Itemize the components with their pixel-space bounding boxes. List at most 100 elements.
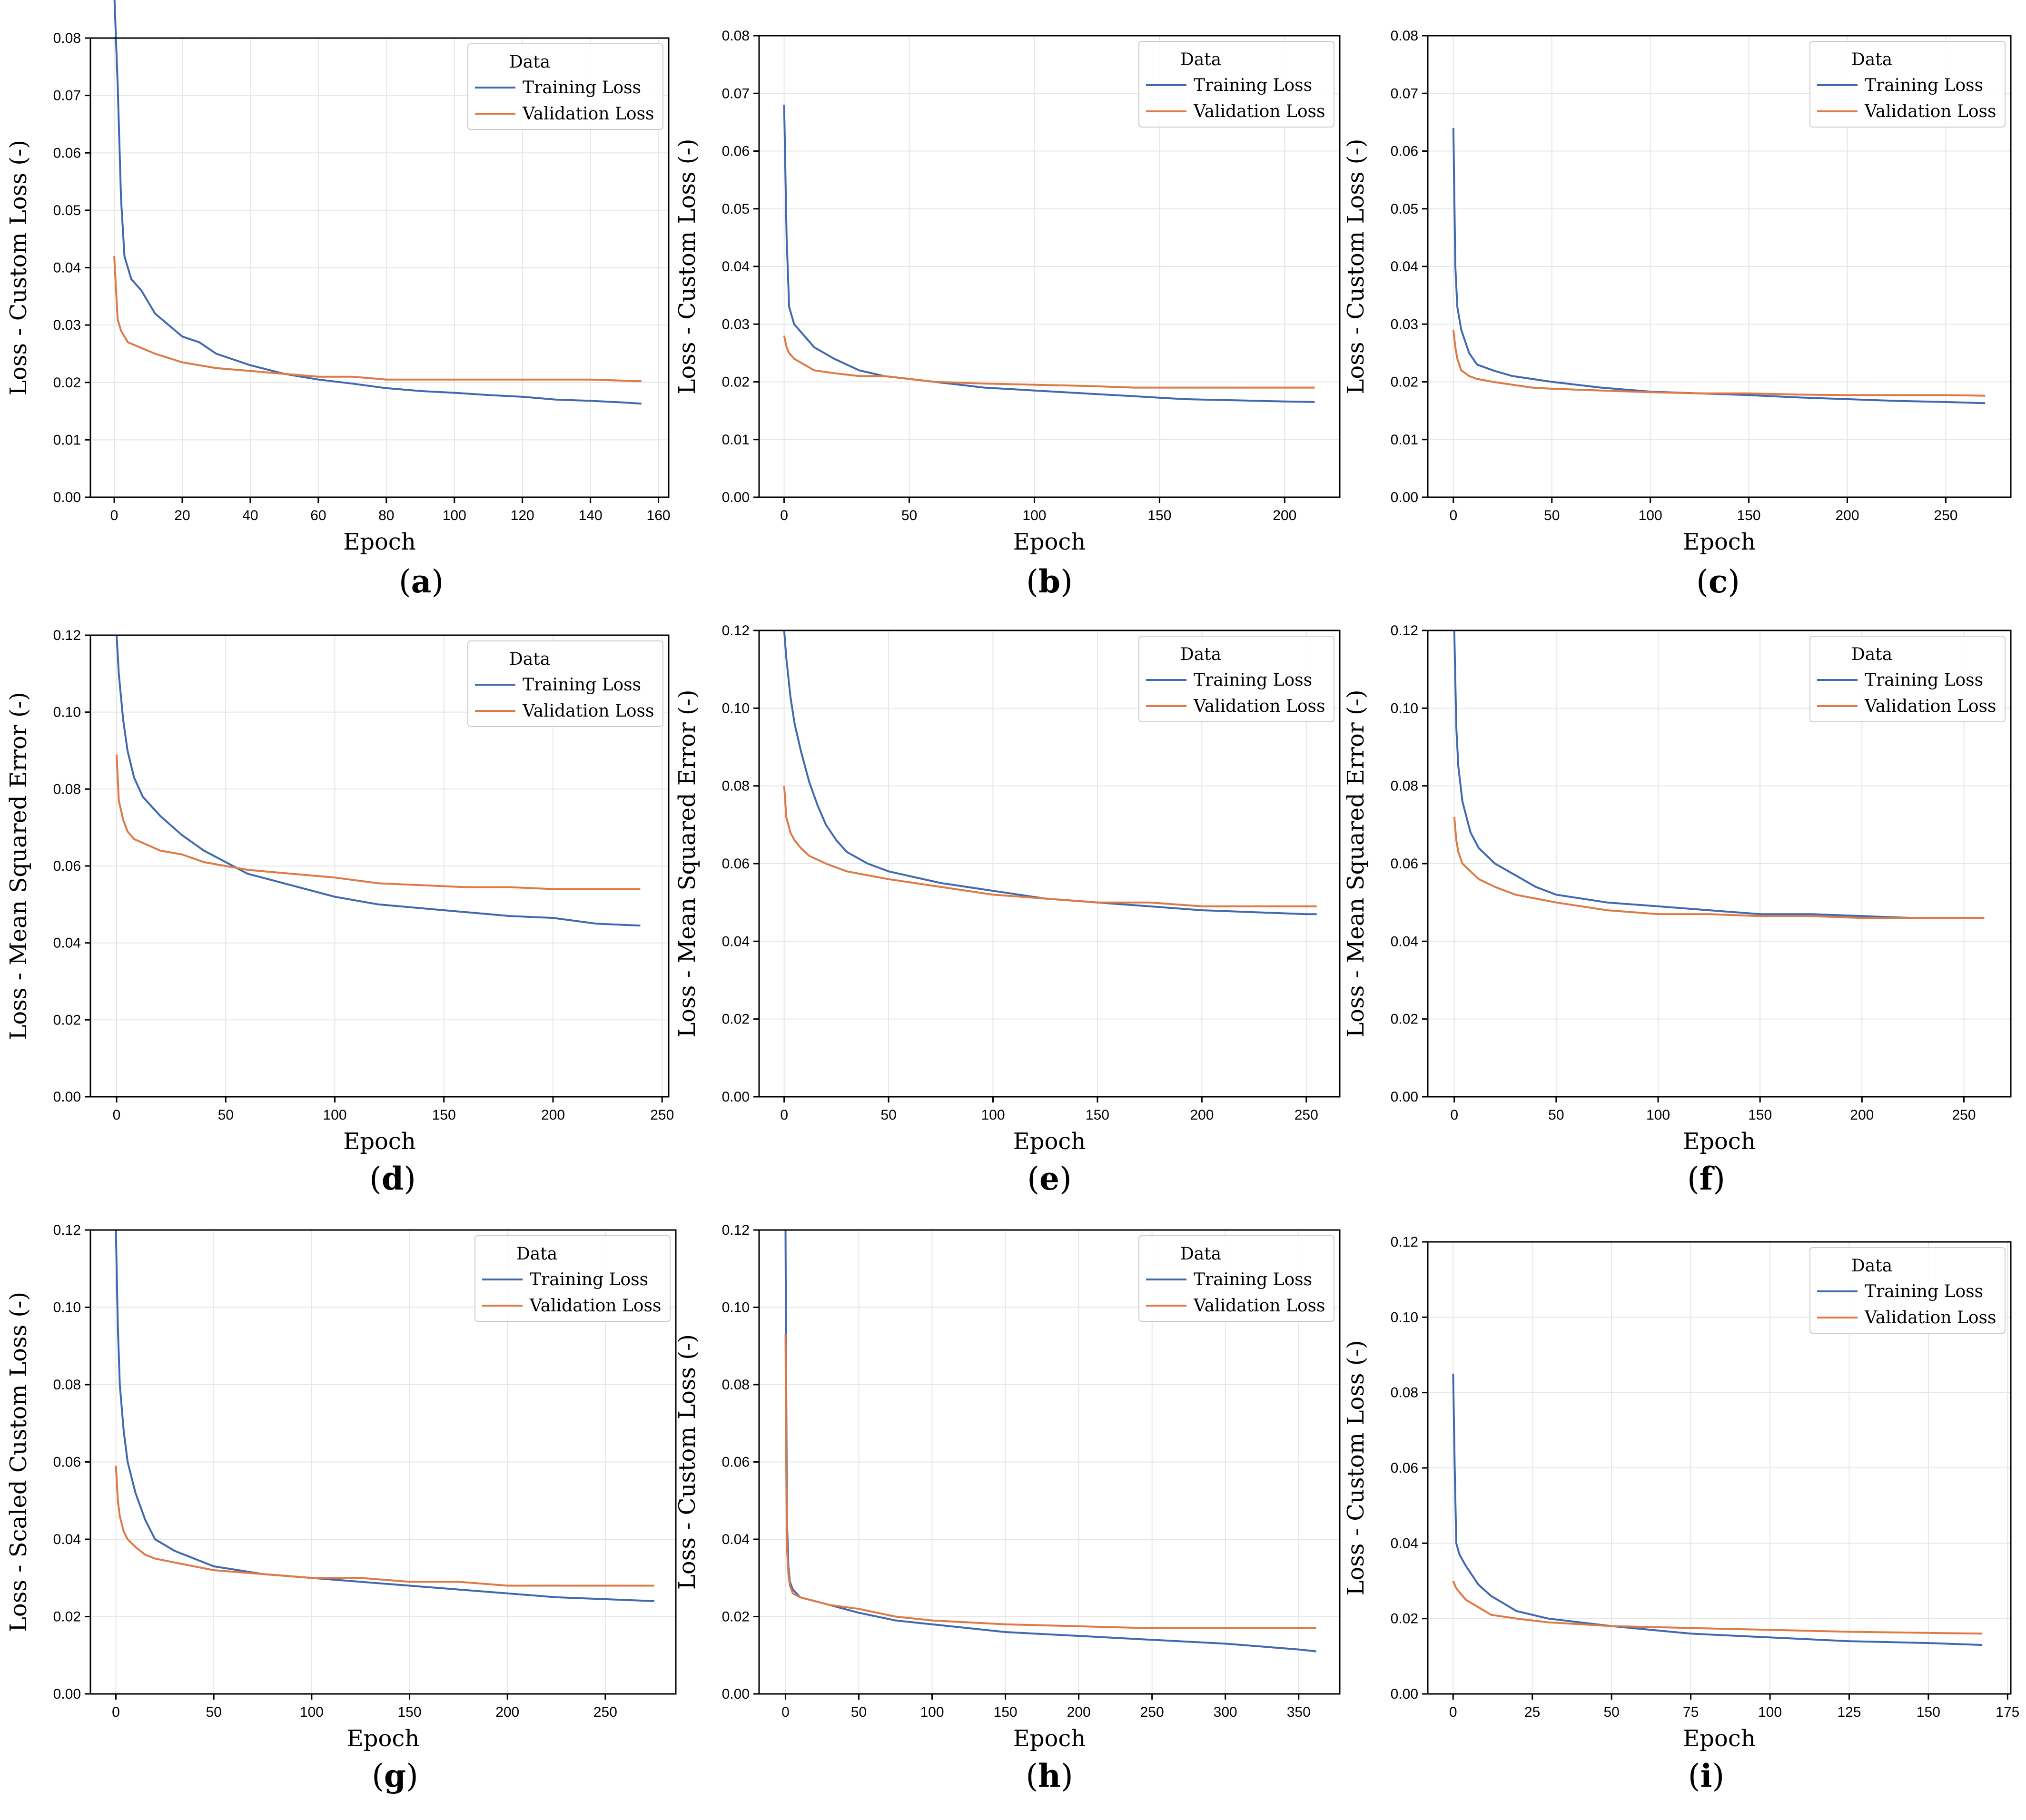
y-tick-label: 0.01 (722, 432, 750, 448)
x-axis-label: Epoch (1013, 1725, 1086, 1752)
y-tick-label: 0.00 (1391, 1686, 1418, 1702)
x-tick-label: 125 (1837, 1704, 1861, 1720)
legend-entry: Training Loss (523, 675, 641, 695)
y-tick-label: 0.08 (1391, 1385, 1418, 1401)
y-tick-label: 0.04 (1391, 934, 1418, 949)
x-tick-label: 150 (1086, 1107, 1109, 1123)
y-tick-label: 0.10 (53, 705, 81, 720)
x-tick-label: 50 (901, 508, 917, 523)
x-tick-label: 150 (1748, 1107, 1772, 1123)
legend-box (1809, 41, 2006, 128)
legend-title: Data (1851, 1256, 1892, 1276)
y-tick-label: 0.07 (722, 86, 750, 101)
legend-entry: Training Loss (1865, 670, 1983, 690)
legend-title: Data (1180, 1244, 1221, 1264)
legend-box (1809, 1247, 2006, 1334)
plot-frame (1427, 1241, 2012, 1695)
y-tick-label: 0.02 (722, 1012, 750, 1027)
y-axis-label: Loss - Custom Loss (-) (1343, 1340, 1369, 1596)
y-axis-label: Loss - Mean Squared Error (-) (674, 689, 701, 1037)
x-tick-label: 250 (1934, 508, 1957, 523)
chart-panel-a: 0 20 40 60 80 100 120 140 160 0.00 0.01 0.02 0.03 0.0… (5, 0, 671, 600)
panel-caption: (a) (399, 563, 444, 600)
x-tick-label: 200 (495, 1704, 519, 1720)
x-tick-label: 100 (1758, 1704, 1782, 1720)
legend-box (467, 43, 663, 130)
x-tick-label: 0 (1450, 1107, 1458, 1123)
legend: Data Training Loss Validation Loss (1138, 1235, 1334, 1322)
legend: Data Training Loss Validation Loss (467, 43, 663, 130)
x-axis-label: Epoch (1683, 1128, 1755, 1155)
x-axis-label: Epoch (343, 529, 415, 555)
legend: Data Training Loss Validation Loss (1809, 636, 2006, 722)
y-axis-label: Loss - Custom Loss (-) (674, 139, 701, 394)
x-tick-label: 250 (650, 1107, 674, 1123)
plot-frame (89, 1229, 677, 1695)
x-axis-label: Epoch (1013, 1128, 1086, 1155)
x-tick-label: 75 (1683, 1704, 1699, 1720)
x-tick-label: 200 (1190, 1107, 1214, 1123)
x-tick-label: 20 (174, 508, 190, 523)
y-tick-label: 0.10 (722, 1300, 750, 1316)
legend-title: Data (1851, 50, 1892, 69)
legend-entry: Training Loss (530, 1270, 648, 1289)
panel-caption-letter: c (1709, 563, 1728, 600)
y-tick-label: 0.05 (1391, 201, 1418, 217)
y-tick-label: 0.04 (722, 1532, 750, 1547)
x-tick-label: 0 (110, 508, 119, 523)
y-tick-label: 0.00 (53, 1686, 81, 1702)
series-line-validation-loss (1452, 330, 1986, 397)
y-tick-label: 0.04 (722, 934, 750, 949)
legend-entry: Training Loss (1194, 1270, 1312, 1289)
x-tick-label: 0 (1449, 508, 1457, 523)
x-tick-label: 200 (1835, 508, 1859, 523)
chart-panel-b: 0 50 100 150 200 0.00 0.01 0.02 0.03 0.04 0.05 0.06… (674, 28, 1341, 600)
legend-box (474, 1235, 671, 1322)
x-tick-label: 150 (1917, 1704, 1940, 1720)
x-tick-label: 60 (310, 508, 326, 523)
x-tick-label: 50 (880, 1107, 896, 1123)
legend-entry: Validation Loss (1193, 697, 1325, 716)
x-tick-label: 50 (218, 1107, 234, 1123)
y-tick-label: 0.00 (1391, 1089, 1418, 1105)
y-tick-label: 0.05 (722, 201, 750, 217)
series-line-validation-loss (1453, 817, 1985, 919)
plot-frame (758, 35, 1341, 498)
x-axis-label: Epoch (1013, 529, 1086, 555)
y-tick-label: 0.06 (53, 145, 81, 161)
y-tick-label: 0.08 (53, 781, 81, 797)
x-tick-label: 0 (781, 1704, 790, 1720)
y-tick-label: 0.01 (1391, 432, 1418, 448)
x-tick-label: 100 (1639, 508, 1662, 523)
plot-frame (89, 634, 670, 1098)
y-tick-label: 0.12 (722, 623, 750, 639)
y-axis-label: Loss - Mean Squared Error (-) (5, 692, 32, 1040)
legend: Data Training Loss Validation Loss (1138, 41, 1334, 128)
y-tick-label: 0.02 (722, 374, 750, 390)
y-tick-label: 0.10 (53, 1300, 81, 1316)
legend-title: Data (509, 52, 550, 72)
y-tick-label: 0.12 (1391, 623, 1418, 639)
legend-title: Data (1180, 645, 1221, 664)
series-line-training-loss (113, 0, 642, 405)
y-tick-label: 0.12 (1391, 1234, 1418, 1250)
y-tick-label: 0.02 (722, 1609, 750, 1625)
legend-entry: Training Loss (1865, 76, 1983, 95)
panel-caption: (c) (1696, 563, 1740, 600)
y-tick-label: 0.04 (53, 935, 81, 951)
legend: Data Training Loss Validation Loss (1809, 41, 2006, 128)
y-tick-label: 0.02 (53, 1609, 81, 1625)
panel-caption: (f) (1687, 1160, 1725, 1197)
y-tick-label: 0.06 (722, 856, 750, 872)
x-tick-label: 160 (647, 508, 671, 523)
x-tick-label: 100 (443, 508, 466, 523)
y-tick-label: 0.07 (53, 88, 81, 104)
chart-panel-h: 0 50 100 150 200 250 300 350 0.00 0.02 0.04 0.06 0.0… (674, 1222, 1341, 1794)
plot-frame (1427, 630, 2012, 1098)
x-tick-label: 150 (398, 1704, 422, 1720)
x-tick-label: 50 (206, 1704, 221, 1720)
series-line-validation-loss (113, 256, 642, 383)
y-tick-label: 0.08 (722, 778, 750, 794)
series-line-training-loss (1452, 1374, 1983, 1646)
y-tick-label: 0.06 (1391, 1460, 1418, 1476)
